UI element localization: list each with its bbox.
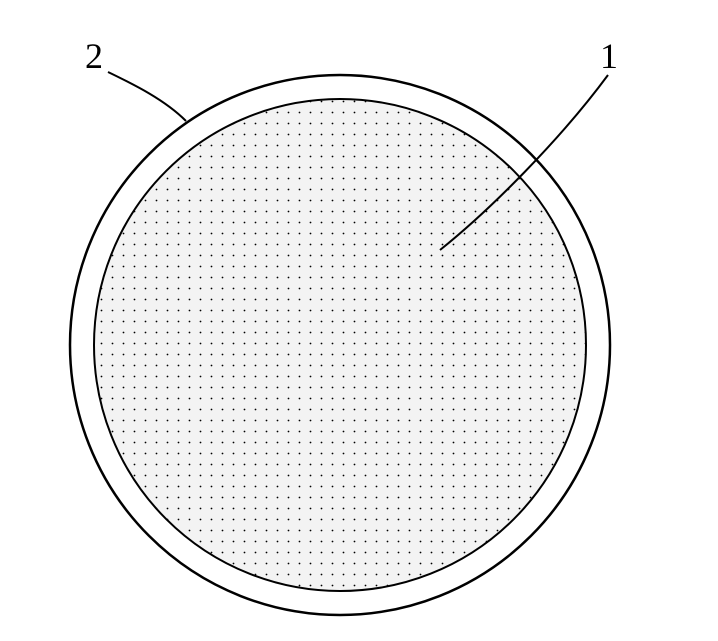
callout-label-1: 1 [600,35,618,77]
leader-line-2 [108,72,186,121]
callout-label-2: 2 [85,35,103,77]
diagram-svg [0,0,718,641]
inner-core [94,99,586,591]
